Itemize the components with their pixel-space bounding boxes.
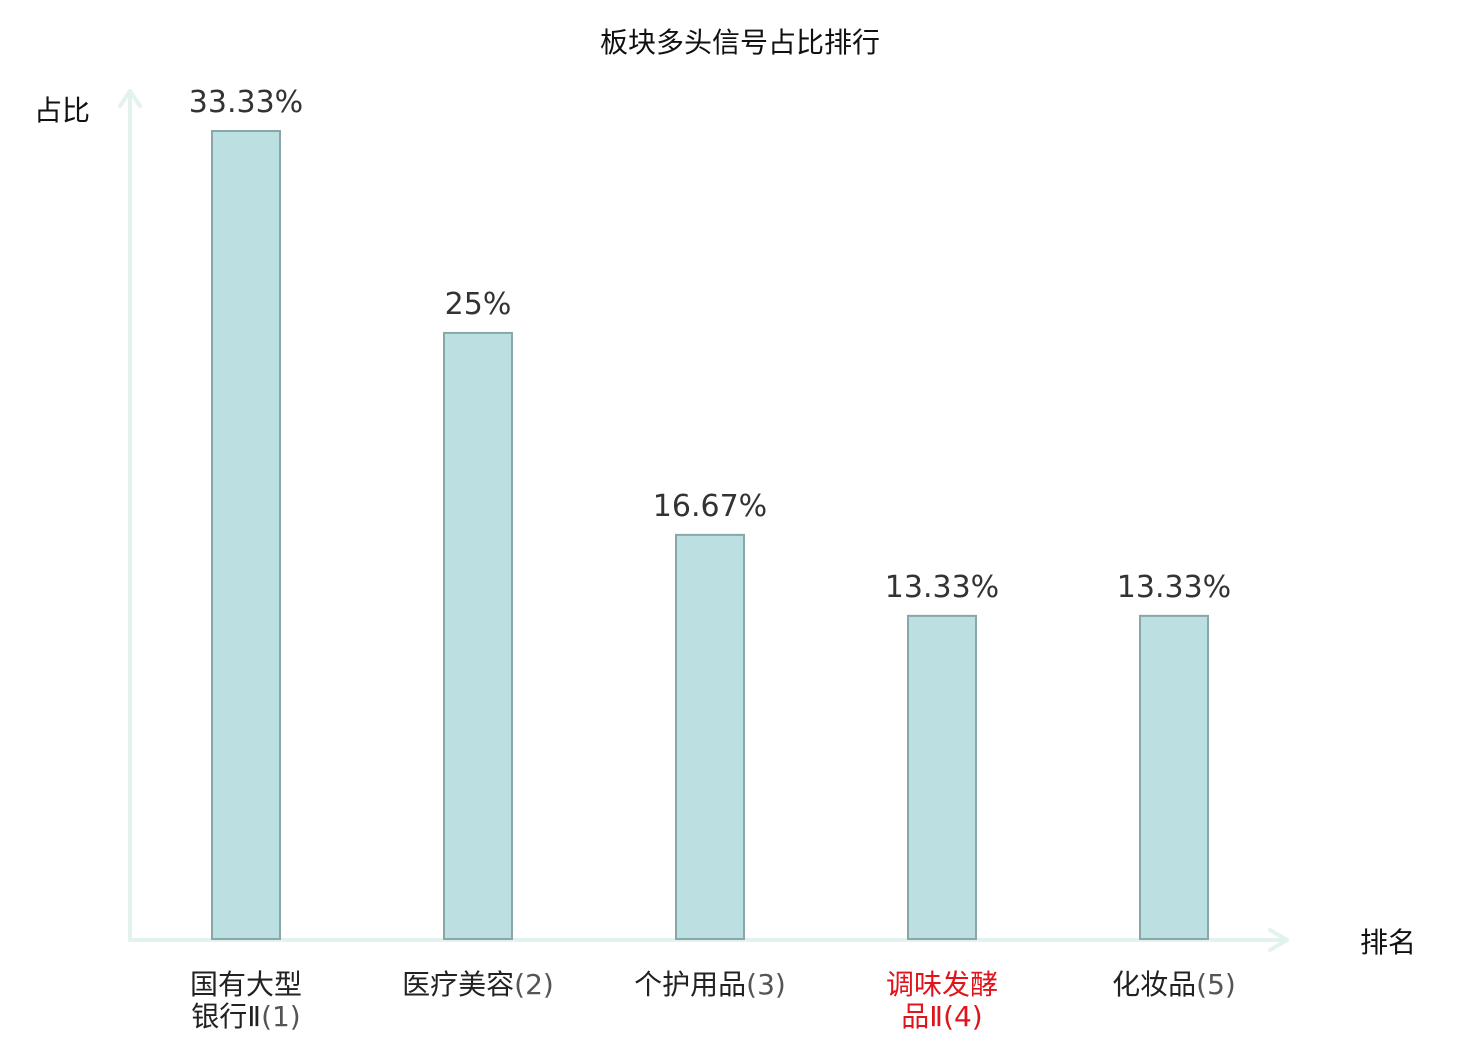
category-name: 医疗美容 <box>402 968 514 1001</box>
category-name: 调味发酵 <box>886 968 998 1001</box>
category-label: 调味发酵 <box>886 968 998 1001</box>
category-name: 化妆品 <box>1112 968 1196 1001</box>
bar-value-label: 25% <box>445 287 512 322</box>
category-label: 国有大型 <box>190 968 302 1001</box>
bars-group <box>211 130 1209 941</box>
bar <box>443 331 513 940</box>
category-label: 个护用品(3) <box>634 968 786 1001</box>
x-axis-arrow-icon <box>1268 928 1289 952</box>
bar-value-label: 13.33% <box>1117 570 1231 605</box>
bar <box>211 130 281 940</box>
category-label: 医疗美容(2) <box>402 968 554 1001</box>
category-rank: (3) <box>746 968 786 1001</box>
bar-value-label: 16.67% <box>653 489 767 524</box>
y-axis-arrow-icon <box>118 89 142 108</box>
category-rank: (2) <box>514 968 554 1001</box>
y-axis-label: 占比 <box>34 94 90 127</box>
x-axis-label: 排名 <box>1360 926 1416 959</box>
value-labels-group: 33.33% 25% 16.67% 13.33% 13.33% <box>189 85 1231 605</box>
category-label: 化妆品(5) <box>1112 968 1236 1001</box>
category-name-continued: 银行Ⅱ <box>191 1000 261 1033</box>
category-name: 国有大型 <box>190 968 302 1001</box>
bar-value-label: 33.33% <box>189 85 303 120</box>
bar <box>1139 614 1209 941</box>
category-label-line2: 品Ⅱ(4) <box>901 1000 982 1033</box>
category-rank: (5) <box>1196 968 1236 1001</box>
category-rank: (1) <box>261 1000 301 1033</box>
bar <box>907 614 977 941</box>
chart-title: 板块多头信号占比排行 <box>600 26 880 59</box>
category-name: 个护用品 <box>634 968 746 1001</box>
category-label-line2: 银行Ⅱ(1) <box>191 1000 300 1033</box>
category-rank: (4) <box>943 1000 983 1033</box>
bar-value-label: 13.33% <box>885 570 999 605</box>
category-name-continued: 品Ⅱ <box>901 1000 943 1033</box>
bar <box>675 533 745 940</box>
